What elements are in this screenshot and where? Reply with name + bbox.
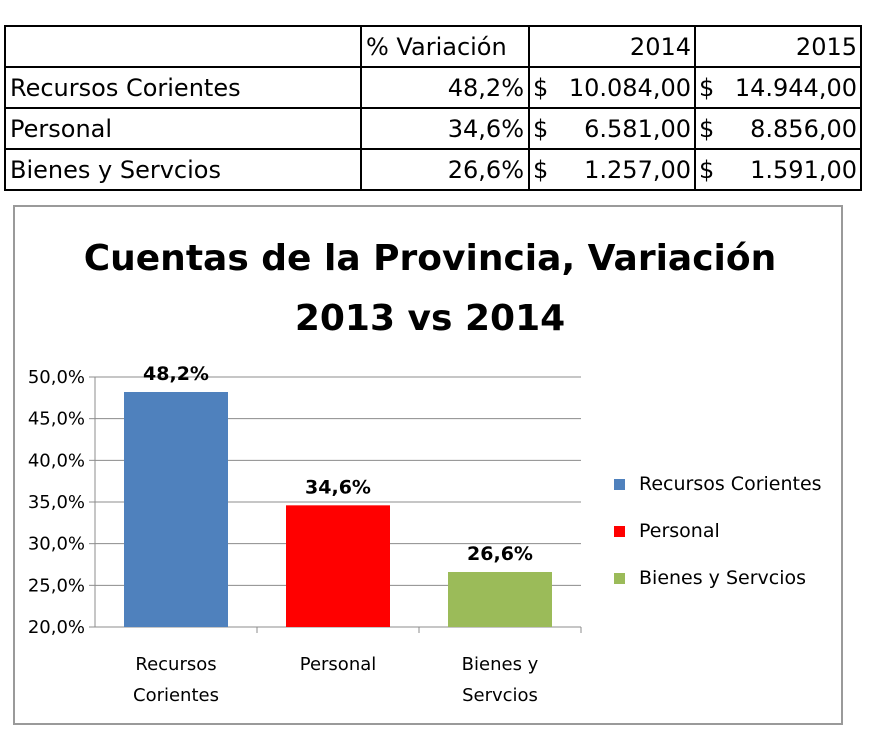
- row-2014: $6.581,00: [528, 107, 696, 150]
- y-tick-label: 30,0%: [28, 534, 85, 555]
- value-2015: 1.591,00: [750, 155, 857, 184]
- y-tick-label: 45,0%: [28, 409, 85, 430]
- row-2015: $8.856,00: [694, 107, 862, 150]
- data-table: % Variación 2014 2015 Recursos Corientes…: [4, 25, 862, 191]
- row-label: Personal: [4, 107, 362, 150]
- currency-sign: $: [699, 155, 715, 184]
- data-label: 34,6%: [305, 476, 371, 498]
- table-row: Personal 34,6% $6.581,00 $8.856,00: [4, 107, 862, 150]
- row-pct: 48,2%: [360, 66, 530, 109]
- x-tick-label: Servcios: [462, 685, 538, 706]
- table-row: Recursos Corientes 48,2% $10.084,00 $14.…: [4, 66, 862, 109]
- row-pct: 26,6%: [360, 148, 530, 191]
- y-tick-label: 35,0%: [28, 492, 85, 513]
- currency-sign: $: [533, 73, 549, 102]
- header-cell-2014: 2014: [528, 25, 696, 68]
- value-2014: 10.084,00: [568, 73, 691, 102]
- legend-swatch: [614, 526, 625, 537]
- header-cell-empty: [4, 25, 362, 68]
- row-2015: $14.944,00: [694, 66, 862, 109]
- currency-sign: $: [699, 73, 715, 102]
- row-2014: $10.084,00: [528, 66, 696, 109]
- table-header-row: % Variación 2014 2015: [4, 25, 862, 68]
- y-tick-label: 25,0%: [28, 575, 85, 596]
- table-row: Bienes y Servcios 26,6% $1.257,00 $1.591…: [4, 148, 862, 191]
- header-2014-label: 2014: [629, 32, 691, 61]
- value-2014: 1.257,00: [584, 155, 691, 184]
- row-2015: $1.591,00: [694, 148, 862, 191]
- x-tick-label: Bienes y: [462, 654, 539, 675]
- legend-swatch: [614, 573, 625, 584]
- legend-label: Personal: [639, 520, 720, 542]
- value-2015: 14.944,00: [734, 73, 857, 102]
- header-cell-variation: % Variación: [360, 25, 530, 68]
- row-2014: $1.257,00: [528, 148, 696, 191]
- bar: [286, 505, 390, 627]
- currency-sign: $: [533, 155, 549, 184]
- chart-title-line: Cuentas de la Provincia, Variación: [84, 238, 777, 279]
- header-2015-label: 2015: [795, 32, 857, 61]
- chart-title-line: 2013 vs 2014: [295, 298, 565, 339]
- row-pct: 34,6%: [360, 107, 530, 150]
- y-tick-label: 20,0%: [28, 617, 85, 638]
- row-label: Bienes y Servcios: [4, 148, 362, 191]
- chart-frame: Cuentas de la Provincia, Variación 2013 v…: [13, 205, 843, 725]
- legend-swatch: [614, 479, 625, 490]
- y-tick-label: 50,0%: [28, 367, 85, 388]
- legend-label: Recursos Corientes: [639, 473, 822, 495]
- x-tick-label: Corientes: [133, 685, 219, 706]
- y-tick-label: 40,0%: [28, 450, 85, 471]
- x-tick-label: Recursos: [135, 654, 216, 675]
- currency-sign: $: [699, 114, 715, 143]
- data-label: 26,6%: [467, 543, 533, 565]
- header-cell-2015: 2015: [694, 25, 862, 68]
- value-2015: 8.856,00: [750, 114, 857, 143]
- bar-chart: Cuentas de la Provincia, Variación 2013 v…: [28, 238, 822, 706]
- value-2014: 6.581,00: [584, 114, 691, 143]
- bar: [124, 392, 228, 627]
- data-label: 48,2%: [143, 363, 209, 385]
- currency-sign: $: [533, 114, 549, 143]
- bar: [448, 572, 552, 627]
- x-tick-label: Personal: [300, 654, 377, 675]
- row-label: Recursos Corientes: [4, 66, 362, 109]
- legend-label: Bienes y Servcios: [639, 567, 806, 589]
